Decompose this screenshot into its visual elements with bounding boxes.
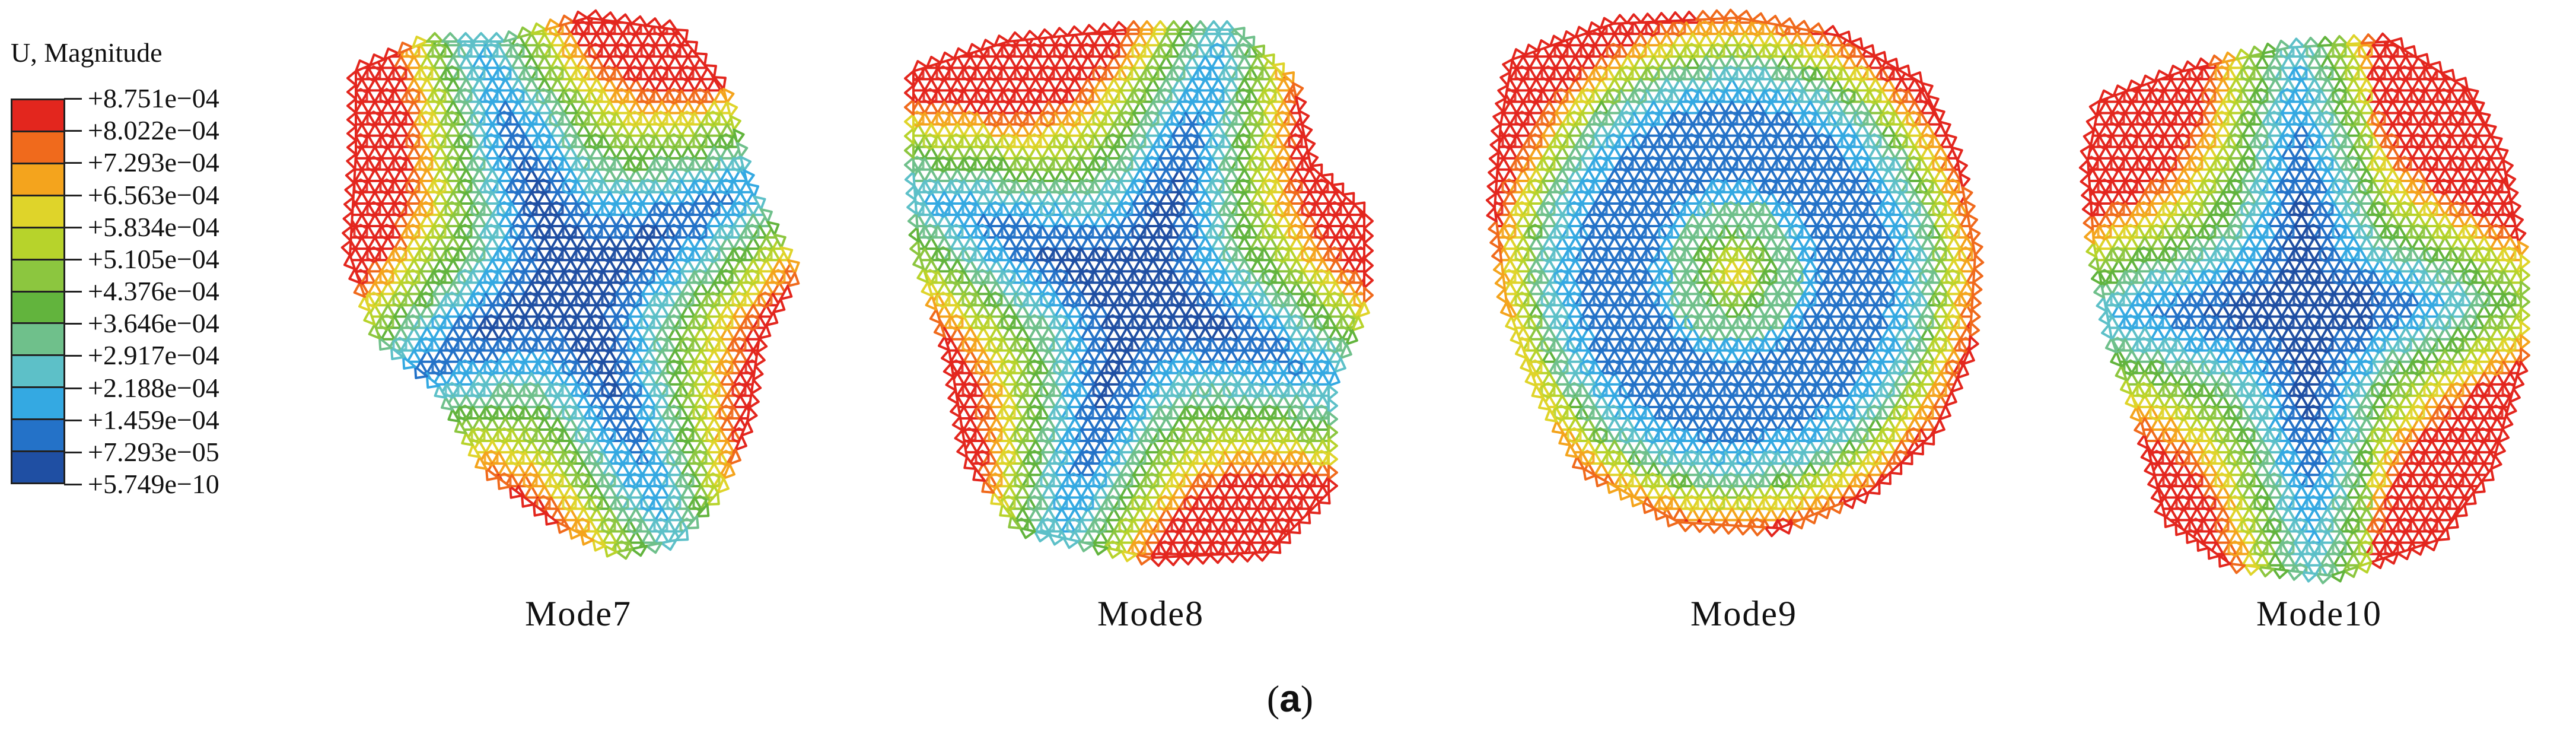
lattice-rim — [2078, 32, 2530, 585]
legend-tick — [64, 130, 82, 132]
figure-label: (a) — [1266, 677, 1314, 720]
legend-label: +1.459e−04 — [88, 404, 219, 435]
mode8-caption: Mode8 — [1097, 594, 1204, 633]
legend-swatch — [12, 228, 63, 261]
legend-colorbar — [11, 99, 65, 484]
legend-tick — [64, 355, 82, 357]
mode10-caption: Mode10 — [2256, 594, 2382, 633]
legend-label: +8.751e−04 — [88, 83, 219, 113]
legend-title: U, Magnitude — [11, 37, 163, 68]
legend-label: +3.646e−04 — [88, 308, 219, 339]
lattice-rim — [340, 9, 800, 560]
legend-label: +2.188e−04 — [88, 372, 219, 403]
legend-label: +4.376e−04 — [88, 276, 219, 306]
legend-label: +5.834e−04 — [88, 211, 219, 242]
legend-label: +5.105e−04 — [88, 243, 219, 274]
legend-swatch — [12, 260, 63, 293]
legend-tick — [64, 226, 82, 228]
legend-swatch — [12, 164, 63, 196]
mode8-contour-plot — [904, 20, 1374, 567]
legend-label: +8.022e−04 — [88, 115, 219, 146]
legend-swatch — [12, 420, 63, 453]
legend-tick — [64, 451, 82, 453]
legend-label: +2.917e−04 — [88, 340, 219, 371]
legend-tick — [64, 194, 82, 196]
legend-swatch — [12, 196, 63, 228]
legend-label: +7.293e−05 — [88, 436, 219, 467]
mode9-caption: Mode9 — [1690, 594, 1797, 633]
lattice-rim — [904, 20, 1374, 567]
legend-swatch — [12, 388, 63, 421]
legend-tick — [64, 419, 82, 421]
legend-tick — [64, 387, 82, 389]
legend-swatch — [12, 324, 63, 357]
legend-tick — [64, 162, 82, 164]
mode10-contour-plot — [2078, 32, 2530, 585]
mode7-panel — [308, 6, 807, 570]
legend-tick — [64, 291, 82, 293]
mode8-panel — [878, 6, 1376, 570]
mode10-panel — [2052, 6, 2550, 585]
legend-swatch — [12, 100, 63, 132]
legend-tick — [64, 258, 82, 261]
legend-label: +6.563e−04 — [88, 179, 219, 210]
lattice-rim — [1485, 8, 1985, 538]
lattice-mesh — [1495, 18, 1975, 528]
legend-swatch — [12, 132, 63, 164]
mode7-caption: Mode7 — [525, 594, 632, 633]
mode9-contour-plot — [1485, 8, 1985, 538]
legend-tick — [64, 323, 82, 325]
legend-swatch — [12, 452, 63, 483]
legend-swatch — [12, 292, 63, 325]
legend-swatch — [12, 356, 63, 389]
lattice-mesh — [913, 30, 1364, 558]
legend-label: +7.293e−04 — [88, 147, 219, 178]
mode9-panel — [1483, 6, 1985, 570]
lattice-mesh — [350, 18, 795, 552]
legend-tick — [64, 484, 82, 485]
legend-tick — [64, 98, 82, 100]
legend-label: +5.749e−10 — [88, 469, 219, 499]
mode7-contour-plot — [340, 9, 800, 560]
